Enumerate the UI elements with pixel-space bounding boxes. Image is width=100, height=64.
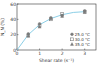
plot-frame bbox=[17, 4, 96, 50]
legend: 25.0 °C30.0 °C35.0 °C bbox=[70, 32, 90, 47]
y-tick-label: 20 bbox=[10, 32, 16, 37]
x-tick bbox=[39, 49, 40, 51]
legend-label: 35.0 °C bbox=[75, 42, 90, 47]
x-tick bbox=[84, 49, 85, 51]
x-tick-label: 3 bbox=[83, 51, 86, 56]
legend-marker bbox=[71, 38, 74, 41]
y-tick-label: 60 bbox=[10, 2, 16, 7]
point bbox=[49, 17, 52, 20]
y-tick-label: 0 bbox=[13, 48, 16, 53]
point bbox=[27, 35, 30, 38]
x-axis-label: Shear rate (s⁻¹) bbox=[39, 58, 74, 63]
x-tick bbox=[62, 49, 63, 51]
point bbox=[38, 25, 41, 28]
point bbox=[27, 34, 30, 37]
y-tick-label: 40 bbox=[10, 17, 16, 22]
y-tick bbox=[17, 19, 19, 20]
x-tick-label: 2 bbox=[61, 51, 64, 56]
y-axis-label: N_N (%) bbox=[0, 18, 6, 36]
x-tick-label: 0 bbox=[16, 51, 19, 56]
point bbox=[61, 15, 64, 18]
y-tick bbox=[17, 34, 19, 35]
chart: 01230204060Shear rate (s⁻¹)N_N (%)25.0 °… bbox=[0, 0, 100, 64]
point bbox=[83, 10, 86, 13]
legend-marker bbox=[71, 33, 74, 36]
point bbox=[83, 11, 86, 14]
y-tick bbox=[17, 4, 19, 5]
x-tick-label: 1 bbox=[38, 51, 41, 56]
legend-marker bbox=[70, 43, 73, 46]
